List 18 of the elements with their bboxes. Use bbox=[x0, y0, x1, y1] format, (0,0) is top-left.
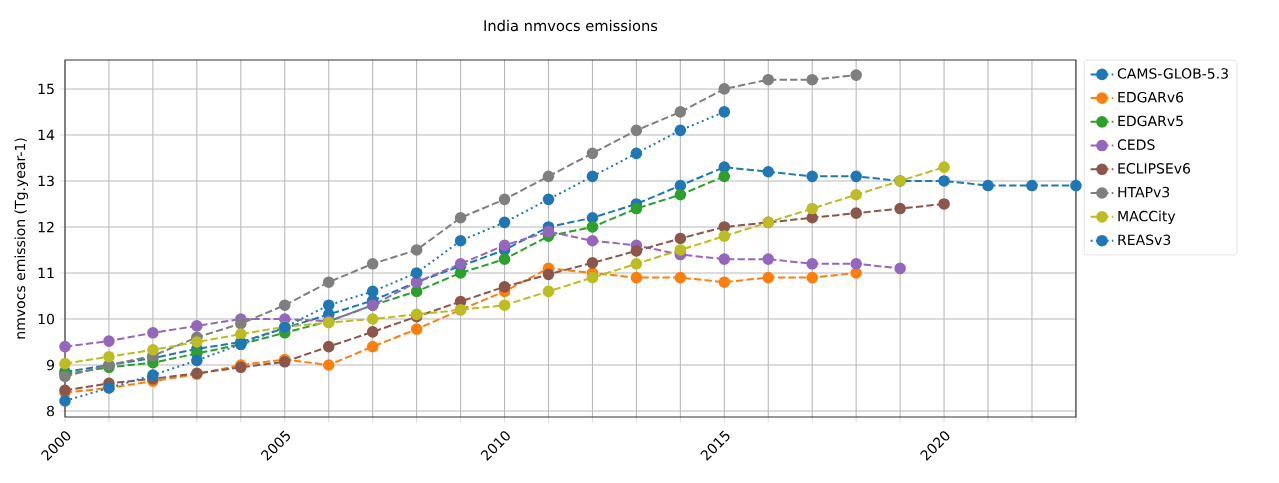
legend-label: EDGARv6 bbox=[1118, 91, 1184, 103]
legend-label: CEDS bbox=[1117, 139, 1155, 150]
y-tick-label: 8 bbox=[47, 405, 54, 417]
y-tick-label: 15 bbox=[38, 83, 54, 95]
legend-label: MACCity bbox=[1118, 210, 1176, 225]
legend-label: REASv3 bbox=[1118, 234, 1171, 246]
legend-label: ECLIPSEv6 bbox=[1118, 163, 1191, 174]
chart-title: India nmvocs emissions bbox=[484, 19, 658, 32]
y-axis-title: nmvocs emission (Tg.year-1) bbox=[14, 138, 28, 339]
y-tick-label: 14 bbox=[38, 129, 55, 141]
y-tick-label: 10 bbox=[38, 313, 55, 325]
y-tick-label: 13 bbox=[38, 175, 54, 187]
legend-label: EDGARv5 bbox=[1118, 115, 1183, 127]
y-tick-label: 11 bbox=[38, 267, 54, 279]
y-tick-label: 9 bbox=[46, 359, 54, 371]
y-tick-label: 12 bbox=[38, 221, 54, 233]
legend-label: CAMS-GLOB-5.3 bbox=[1117, 68, 1228, 79]
legend-label: HTAPv3 bbox=[1118, 186, 1170, 198]
